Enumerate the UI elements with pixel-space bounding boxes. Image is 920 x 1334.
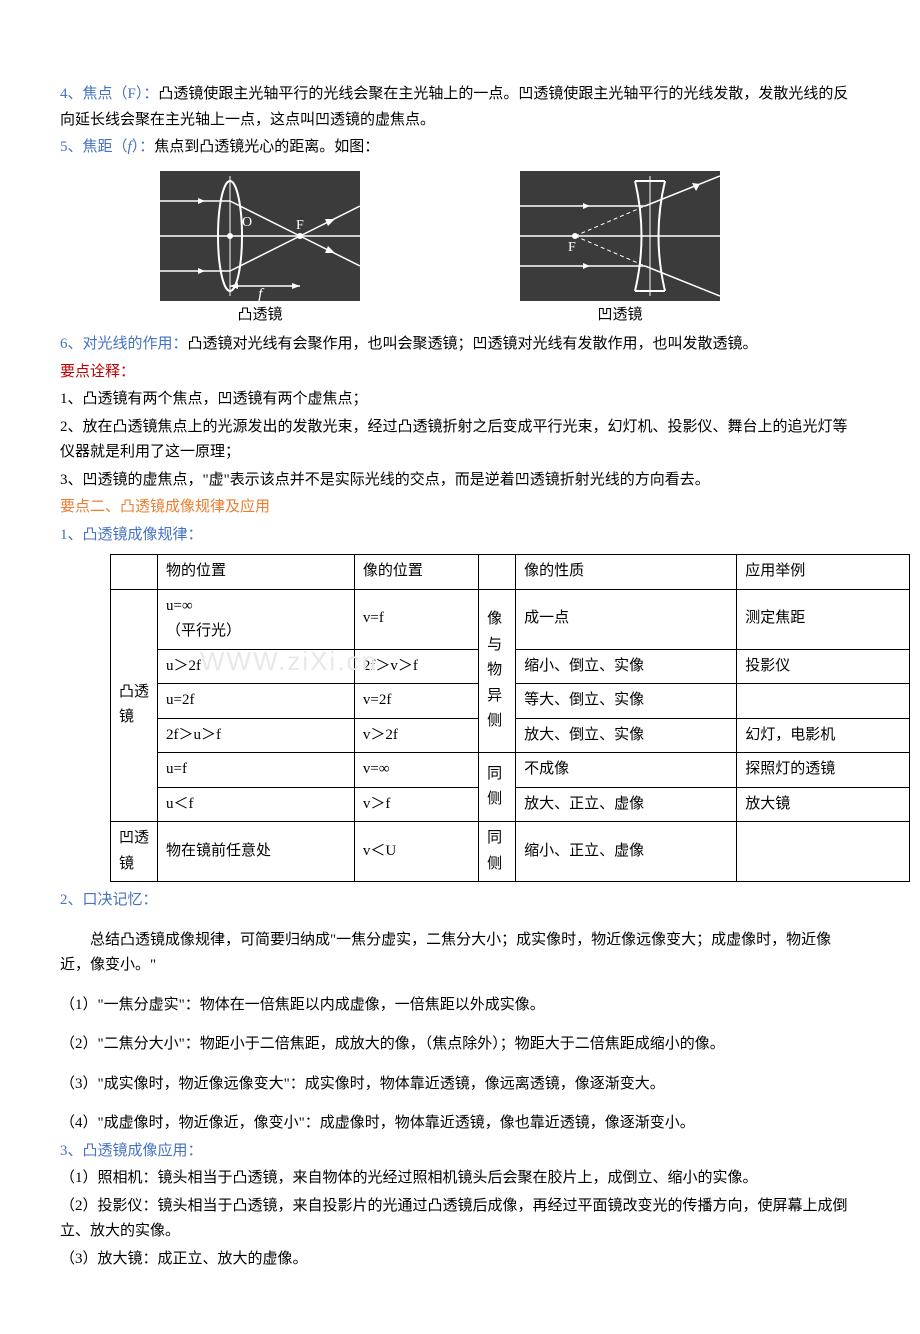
- cell: u＜f: [158, 787, 355, 822]
- convex-figure: O F f 凸透镜: [160, 171, 360, 329]
- label-F: F: [296, 218, 304, 233]
- cell: 放大、正立、虚像: [516, 787, 737, 822]
- label-5b: ）：: [132, 139, 155, 155]
- table-row: 物的位置 像的位置 像的性质 应用举例: [111, 555, 910, 590]
- cell: v=f: [354, 589, 478, 649]
- cell: 缩小、倒立、实像: [516, 649, 737, 684]
- convex-lens-svg: O F f: [160, 171, 360, 301]
- annotation-3: 3、凹透镜的虚焦点，"虚"表示该点并不是实际光线的交点，而是逆着凹透镜折射光线的…: [60, 468, 860, 494]
- annotation-1: 1、凸透镜有两个焦点，凹透镜有两个虚焦点；: [60, 387, 860, 413]
- concave-lens-svg: F: [520, 171, 720, 301]
- cell: v＞f: [354, 787, 478, 822]
- concave-caption: 凹透镜: [597, 303, 642, 329]
- cell: 测定焦距: [737, 589, 910, 649]
- annotation-heading: 要点诠释：: [60, 360, 860, 386]
- focus-point-para: 4、焦点（F）：凸透镜使跟主光轴平行的光线会聚在主光轴上的一点。凹透镜使跟主光轴…: [60, 82, 860, 133]
- cell: 放大镜: [737, 787, 910, 822]
- figure-row: O F f 凸透镜 F 凹: [160, 171, 860, 329]
- cell: u＞2f: [158, 649, 355, 684]
- apps-3: （3）放大镜：成正立、放大的虚像。: [60, 1247, 860, 1273]
- convex-label: 凸透镜: [111, 589, 158, 822]
- table-title: 1、凸透镜成像规律：: [60, 523, 860, 549]
- memo-4: （4）"成虚像时，物近像近，像变小"：成虚像时，物体靠近透镜，像也靠近透镜，像逐…: [60, 1111, 860, 1137]
- label-4: 4、焦点（F）：: [60, 86, 158, 102]
- cell: [737, 822, 910, 882]
- body-4: 凸透镜使跟主光轴平行的光线会聚在主光轴上的一点。凹透镜使跟主光轴平行的光线发散，…: [60, 86, 848, 128]
- cell: 等大、倒立、实像: [516, 684, 737, 719]
- annotation-2: 2、放在凸透镜焦点上的光源发出的发散光束，经过凸透镜折射之后变成平行光束，幻灯机…: [60, 415, 860, 466]
- cell: u=2f: [158, 684, 355, 719]
- table-row: u=f v=∞ 同侧 不成像 探照灯的透镜: [111, 753, 910, 788]
- apps-title: 3、凸透镜成像应用：: [60, 1139, 860, 1165]
- convex-caption: 凸透镜: [237, 303, 282, 329]
- focal-length-para: 5、焦距（f）：焦点到凸透镜光心的距离。如图：: [60, 135, 860, 161]
- memo-title: 2、口决记忆：: [60, 888, 860, 914]
- p6: 6、对光线的作用：凸透镜对光线有会聚作用，也叫会聚透镜；凹透镜对光线有发散作用，…: [60, 332, 860, 358]
- cell: v=∞: [354, 753, 478, 788]
- cell: 探照灯的透镜: [737, 753, 910, 788]
- cell: 2f＞v＞f: [354, 649, 478, 684]
- th-img: 像的位置: [354, 555, 478, 590]
- label-F-concave: F: [568, 240, 576, 255]
- side-cell: 同侧: [479, 822, 516, 882]
- cell: v＞2f: [354, 718, 478, 753]
- imaging-rules-table: 物的位置 像的位置 像的性质 应用举例 凸透镜 u=∞ （平行光） v=f 像与物…: [110, 554, 910, 882]
- cell: [737, 684, 910, 719]
- cell: 幻灯，电影机: [737, 718, 910, 753]
- th-blank: [111, 555, 158, 590]
- cell-text: u=∞: [166, 598, 193, 614]
- memo-summary: 总结凸透镜成像规律，可简要归纳成"一焦分虚实，二焦分大小；成实像时，物近像远像变…: [60, 928, 860, 979]
- label-6: 6、对光线的作用：: [60, 336, 188, 352]
- apps-2: （2）投影仪：镜头相当于凸透镜，来自投影片的光通过凸透镜后成像，再经过平面镜改变…: [60, 1194, 860, 1245]
- concave-figure: F 凹透镜: [520, 171, 720, 329]
- th-obj: 物的位置: [158, 555, 355, 590]
- cell: 放大、倒立、实像: [516, 718, 737, 753]
- th-prop: 像的性质: [516, 555, 737, 590]
- label-O: O: [242, 215, 252, 230]
- cell: 缩小、正立、虚像: [516, 822, 737, 882]
- apps-1: （1）照相机：镜头相当于凸透镜，来自物体的光经过照相机镜头后会聚在胶片上，成倒立…: [60, 1166, 860, 1192]
- side-cell: 同侧: [479, 753, 516, 822]
- cell: v＜U: [354, 822, 478, 882]
- cell: v=2f: [354, 684, 478, 719]
- cell: u=f: [158, 753, 355, 788]
- table-row: 凹透镜 物在镜前任意处 v＜U 同侧 缩小、正立、虚像: [111, 822, 910, 882]
- memo-1: （1）"一焦分虚实"：物体在一倍焦距以内成虚像，一倍焦距以外成实像。: [60, 993, 860, 1019]
- table-row: 凸透镜 u=∞（平行光） v=f 像与物异侧 成一点 测定焦距: [111, 589, 910, 649]
- cell: 物在镜前任意处: [158, 822, 355, 882]
- concave-label: 凹透镜: [111, 822, 158, 882]
- cell-text: （平行光）: [166, 623, 241, 639]
- cell: 不成像: [516, 753, 737, 788]
- body-5: 焦点到凸透镜光心的距离。如图：: [154, 139, 379, 155]
- cell: 2f＞u＞f: [158, 718, 355, 753]
- section2-title: 要点二、凸透镜成像规律及应用: [60, 495, 860, 521]
- th-blank2: [479, 555, 516, 590]
- memo-3: （3）"成实像时，物近像远像变大"：成实像时，物体靠近透镜，像远离透镜，像逐渐变…: [60, 1072, 860, 1098]
- cell: u=∞ （平行光）: [158, 589, 355, 649]
- th-app: 应用举例: [737, 555, 910, 590]
- cell: 投影仪: [737, 649, 910, 684]
- side-cell: 像与物异侧: [479, 589, 516, 753]
- label-5a: 5、焦距（: [60, 139, 128, 155]
- memo-2: （2）"二焦分大小"：物距小于二倍焦距，成放大的像，（焦点除外）；物距大于二倍焦…: [60, 1032, 860, 1058]
- body-6: 凸透镜对光线有会聚作用，也叫会聚透镜；凹透镜对光线有发散作用，也叫发散透镜。: [188, 336, 758, 352]
- cell: 成一点: [516, 589, 737, 649]
